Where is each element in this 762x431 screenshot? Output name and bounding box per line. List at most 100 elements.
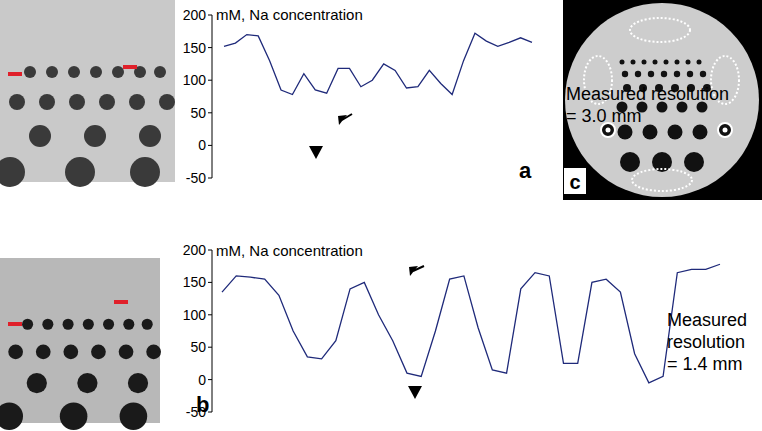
y-tick [208,145,212,146]
image-background [563,0,762,200]
profile-line [222,264,720,383]
reference-dot [723,128,728,133]
y-tick-label: 150 [183,40,207,56]
red-marker [114,300,128,304]
phantom-hole [119,344,134,359]
phantom-hole [24,66,36,78]
profile-line [224,33,532,94]
phantom-hole [687,71,693,77]
phantom-hole [0,157,25,187]
phantom-hole [620,60,625,65]
y-tick [208,282,212,283]
phantom-hole [618,125,633,140]
y-tick-label: 100 [183,307,207,323]
phantom-hole [103,319,114,330]
y-tick [208,112,212,113]
arrow-head [409,266,418,276]
panel-label: b [196,392,209,417]
phantom-hole [674,71,680,77]
y-tick-label: 200 [183,7,207,23]
phantom-hole [123,319,134,330]
phantom-hole [27,373,47,393]
arrowhead-marker [408,386,422,399]
phantom-hole [653,60,658,65]
annotation: resolution [667,332,745,352]
phantom-hole [664,60,669,65]
y-tick [208,250,212,251]
plot-area [224,33,532,94]
phantom-hole [90,66,102,78]
figure: c -50 0 50 100 150 200 mM, Na concentration Meas… [0,0,762,431]
y-tick-label: 0 [198,372,206,388]
y-axis-label: mM, Na concentration [216,242,363,259]
annotation: Measured [667,310,747,330]
y-tick-label: 50 [190,105,206,121]
roi-ellipse [632,169,692,191]
y-tick [208,379,212,380]
phantom-hole [29,125,51,147]
phantom-hole [668,125,683,140]
phantom-hole [84,125,106,147]
panel-label: c [569,171,580,193]
y-tick [208,314,212,315]
phantom-hole [700,71,706,77]
phantom-hole [686,60,691,65]
phantom-hole [130,157,160,187]
roi-ellipse [630,18,690,42]
phantom-hole [693,125,708,140]
phantom-hole [697,60,702,65]
plot-area [222,264,720,383]
phantom-hole [65,157,95,187]
y-axis-label: mM, Na concentration [216,6,363,23]
phantom-hole [36,344,51,359]
reference-dot [606,128,611,133]
phantom-hole [9,94,25,110]
y-tick-label: -50 [186,170,206,186]
phantom-hole [159,94,175,110]
phantom-image-c: c [563,0,762,200]
reference-ring [718,123,732,137]
red-marker [8,322,22,326]
phantom-hole [63,344,78,359]
image-background [0,0,175,182]
line-chart: -50050100150200mM, Na concentrationMeasu… [183,242,747,420]
phantom-hole [112,66,124,78]
phantom-hole [146,344,161,359]
phantom-hole [620,152,640,172]
phantom-hole [635,71,641,77]
y-tick [208,178,212,179]
phantom-hole [142,319,153,330]
y-tick [208,47,212,48]
phantom-hole [69,94,85,110]
phantom-hole [642,60,647,65]
y-tick-label: 200 [183,242,207,258]
line-chart: -50050100150200mM, Na concentrationMeasu… [183,6,729,186]
phantom-hole [128,373,148,393]
red-marker [8,72,22,76]
arrowhead-marker [309,146,323,159]
phantom-hole [139,125,161,147]
phantom-hole [631,60,636,65]
phantom-hole [643,125,658,140]
phantom-hole [622,71,628,77]
phantom-image [0,0,175,187]
annotation: = 1.4 mm [667,354,743,374]
annotation: = 3.0 mm [566,106,642,126]
phantom-hole [39,94,55,110]
label-box [564,168,586,194]
y-tick-label: 150 [183,274,207,290]
phantom-hole [661,71,667,77]
phantom-hole [83,319,94,330]
y-axis [212,15,213,178]
arrow-head [338,115,347,125]
phantom-hole [60,402,88,430]
red-marker [123,65,137,69]
phantom-hole [68,66,80,78]
phantom-hole [99,94,115,110]
panel-label: a [519,158,532,183]
y-tick [208,15,212,16]
phantom-hole [0,402,23,430]
phantom-hole [675,60,680,65]
phantom-hole [46,66,58,78]
y-tick-label: 50 [190,339,206,355]
